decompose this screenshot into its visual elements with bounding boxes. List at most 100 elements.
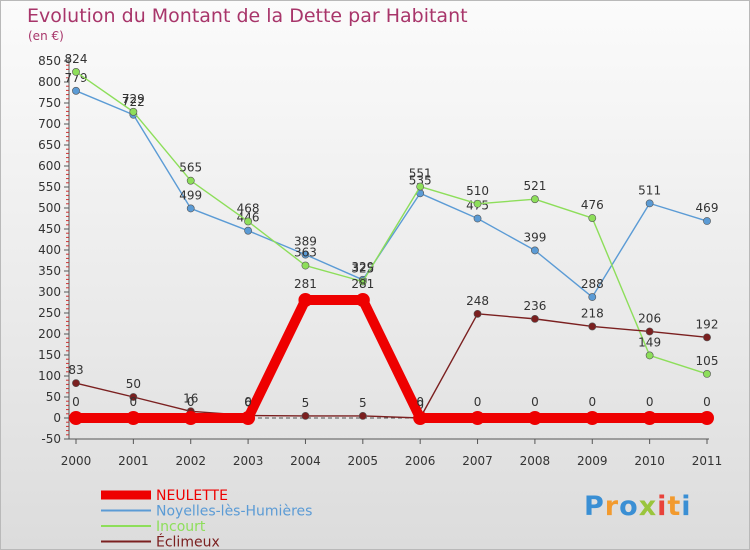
y-tick-label: 350: [38, 264, 61, 278]
data-label: 824: [65, 52, 88, 66]
proxiti-logo: Proxiti: [584, 491, 692, 522]
data-label: 469: [696, 201, 719, 215]
data-point: [703, 369, 711, 378]
data-label: 248: [466, 294, 489, 308]
data-label: 288: [581, 277, 604, 291]
data-label: 0: [703, 395, 711, 409]
chart-unit-label: (en €): [28, 29, 64, 43]
data-label: 0: [416, 398, 424, 412]
x-tick-label: 2002: [175, 454, 206, 468]
legend-label: Noyelles-lès-Humières: [156, 504, 312, 520]
data-label: 779: [65, 71, 88, 85]
data-point: [244, 217, 252, 226]
data-label: 0: [646, 395, 654, 409]
data-label: 105: [696, 354, 719, 368]
data-label: 0: [244, 395, 252, 409]
data-label: 565: [179, 161, 202, 175]
y-tick-label: 800: [38, 75, 61, 89]
data-label: 499: [179, 188, 202, 202]
data-point: [642, 411, 657, 425]
data-label: 0: [416, 395, 424, 409]
y-tick-label: 400: [38, 243, 61, 257]
data-point: [72, 68, 80, 76]
x-tick-label: 2009: [577, 454, 608, 468]
legend-label: NEULETTE: [156, 488, 228, 504]
data-point: [470, 411, 485, 425]
y-tick-label: 150: [38, 348, 61, 362]
data-label: 50: [126, 377, 141, 391]
x-tick-label: 2005: [348, 454, 379, 468]
logo-letter: i: [681, 491, 692, 522]
data-point: [129, 393, 138, 401]
data-label: 6: [244, 395, 252, 409]
series-line: [75, 90, 708, 298]
y-tick-label: 50: [46, 390, 61, 404]
data-label: 535: [409, 173, 432, 187]
y-tick-label: 550: [38, 180, 61, 194]
y-tick-label: -50: [41, 432, 61, 446]
data-label: 722: [122, 95, 145, 109]
data-point: [703, 217, 711, 225]
data-point: [129, 107, 138, 116]
data-point: [531, 246, 539, 255]
data-label: 83: [68, 363, 83, 377]
data-label: 468: [237, 201, 260, 215]
y-tick-label: 100: [38, 369, 61, 383]
data-label: 5: [302, 396, 310, 410]
data-point: [355, 292, 370, 307]
data-point: [531, 195, 539, 204]
data-point: [241, 411, 256, 425]
data-point: [69, 411, 83, 425]
data-label: 0: [72, 395, 80, 409]
data-point: [700, 411, 714, 425]
data-point: [72, 379, 80, 388]
data-label: 476: [581, 198, 604, 212]
legend-label: Incourt: [156, 519, 206, 535]
data-label: 0: [474, 395, 482, 409]
series-line: [75, 313, 708, 419]
y-tick-label: 250: [38, 306, 61, 320]
x-tick-label: 2001: [118, 454, 149, 468]
series-line: [75, 71, 708, 375]
y-tick-label: 850: [38, 54, 61, 68]
data-point: [301, 411, 310, 420]
data-label: 206: [638, 311, 661, 325]
x-tick-label: 2008: [520, 454, 551, 468]
data-point: [244, 226, 252, 235]
data-point: [186, 176, 195, 185]
data-label: 0: [588, 395, 596, 409]
data-label: 551: [409, 167, 432, 181]
logo-letter: x: [638, 491, 658, 522]
data-point: [298, 292, 313, 307]
y-tick-label: 750: [38, 96, 61, 110]
data-label: 5: [359, 396, 367, 410]
data-point: [527, 411, 542, 425]
data-label: 0: [187, 395, 195, 409]
data-label: 192: [696, 317, 719, 331]
data-point: [473, 309, 482, 318]
data-point: [413, 411, 428, 425]
data-label: 149: [638, 335, 661, 349]
chart-title: Evolution du Montant de la Dette par Hab…: [27, 5, 468, 27]
data-point: [473, 214, 482, 223]
data-label: 521: [523, 179, 546, 193]
x-tick-label: 2004: [290, 454, 321, 468]
data-point: [588, 322, 597, 331]
series-line: [76, 294, 707, 423]
y-tick-label: 700: [38, 117, 61, 131]
data-label: 511: [638, 183, 661, 197]
data-point: [72, 86, 80, 95]
x-tick-label: 2011: [692, 454, 723, 468]
data-label: 325: [351, 262, 374, 276]
x-tick-label: 2000: [61, 454, 92, 468]
data-label: 0: [531, 395, 539, 409]
data-label: 281: [351, 277, 374, 291]
data-point: [416, 182, 425, 191]
data-point: [473, 199, 482, 208]
y-tick-label: 500: [38, 201, 61, 215]
data-point: [126, 411, 141, 425]
data-point: [645, 351, 654, 360]
y-tick-label: 650: [38, 138, 61, 152]
